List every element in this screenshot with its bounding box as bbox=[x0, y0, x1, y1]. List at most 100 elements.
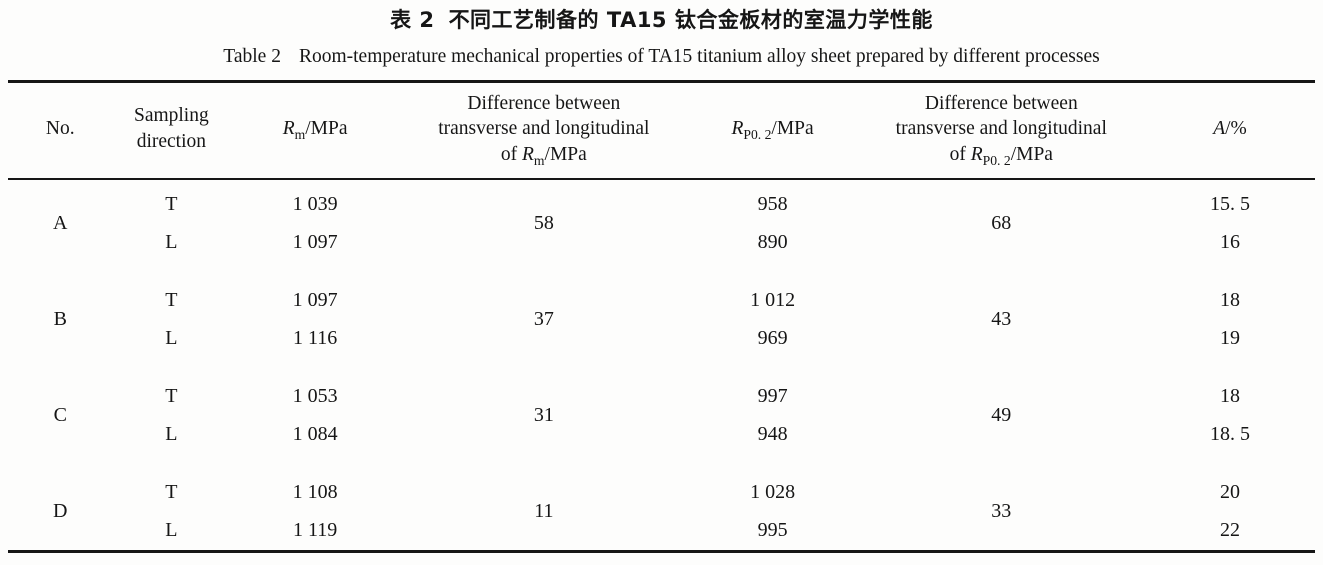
cell-diff-rm: 37 bbox=[533, 308, 554, 331]
rm-unit: /MPa bbox=[305, 118, 348, 140]
cell-rm-l: 1 116 bbox=[292, 327, 338, 350]
cell-elongation-l: 22 bbox=[1220, 519, 1241, 542]
col-header-no: No. bbox=[45, 118, 75, 140]
cell-rm-l: 1 119 bbox=[292, 519, 338, 542]
cell-no: C bbox=[53, 404, 67, 427]
header-line: Difference between bbox=[924, 92, 1078, 114]
rm-symbol: R bbox=[282, 118, 295, 140]
row-spacer bbox=[8, 454, 1315, 468]
rp02-subscript: P0. 2 bbox=[982, 152, 1011, 168]
cell-rp02-l: 995 bbox=[757, 519, 788, 542]
cell-direction-l: L bbox=[165, 231, 178, 254]
cell-rp02-l: 969 bbox=[757, 327, 788, 350]
col-header-diff-rm: Difference between transverse and longit… bbox=[400, 81, 688, 179]
table-row: A T 1 039 58 958 68 15. 5 bbox=[8, 179, 1315, 234]
cell-rm-t: 1 108 bbox=[292, 481, 338, 504]
rp02-unit: /MPa bbox=[771, 118, 814, 140]
cell-direction-t: T bbox=[165, 385, 178, 408]
header-line: transverse and longitudinal bbox=[895, 118, 1107, 140]
rp02-symbol: R bbox=[731, 118, 744, 140]
table-header: No. Sampling direction Rm/MPa Difference… bbox=[8, 81, 1315, 179]
of-label: of bbox=[500, 144, 522, 166]
cell-direction-t: T bbox=[165, 193, 178, 216]
rp02-unit: /MPa bbox=[1010, 144, 1053, 166]
cell-elongation-t: 18 bbox=[1220, 385, 1241, 408]
cell-rp02-t: 1 012 bbox=[750, 289, 796, 312]
rp02-symbol: R bbox=[970, 144, 983, 166]
cell-diff-rm: 58 bbox=[533, 212, 554, 235]
table-caption-zh: 表 2 不同工艺制备的 TA15 钛合金板材的室温力学性能 bbox=[0, 8, 1323, 33]
col-header-sampling-direction: Sampling direction bbox=[113, 81, 231, 179]
header-line: transverse and longitudinal bbox=[438, 118, 650, 140]
cell-direction-t: T bbox=[165, 481, 178, 504]
row-spacer bbox=[8, 358, 1315, 372]
spacer-cell bbox=[8, 454, 1315, 468]
cell-direction-l: L bbox=[165, 327, 178, 350]
cell-diff-rp02: 43 bbox=[991, 308, 1012, 331]
rm-subscript: m bbox=[294, 127, 306, 143]
process-group-a: A T 1 039 58 958 68 15. 5 L 1 097 890 16 bbox=[8, 179, 1315, 276]
table-caption-en-text: Room-temperature mechanical properties o… bbox=[298, 46, 1100, 68]
cell-elongation-t: 15. 5 bbox=[1210, 193, 1251, 216]
header-line: direction bbox=[136, 131, 207, 153]
table-row: D T 1 108 11 1 028 33 20 bbox=[8, 468, 1315, 522]
cell-elongation-l: 16 bbox=[1220, 231, 1241, 254]
table-caption-zh-text: 不同工艺制备的 TA15 钛合金板材的室温力学性能 bbox=[448, 8, 933, 32]
cell-elongation-l: 18. 5 bbox=[1210, 423, 1251, 446]
cell-rm-t: 1 097 bbox=[292, 289, 338, 312]
elongation-symbol: A bbox=[1213, 118, 1226, 140]
process-group-d: D T 1 108 11 1 028 33 20 L 1 119 995 22 bbox=[8, 468, 1315, 552]
rm-unit: /MPa bbox=[544, 144, 587, 166]
cell-rp02-l: 948 bbox=[757, 423, 788, 446]
cell-rp02-t: 958 bbox=[757, 193, 788, 216]
elongation-unit: /% bbox=[1225, 118, 1247, 140]
cell-direction-t: T bbox=[165, 289, 178, 312]
header-line: Sampling bbox=[133, 105, 209, 127]
cell-elongation-l: 19 bbox=[1220, 327, 1241, 350]
cell-direction-l: L bbox=[165, 423, 178, 446]
cell-rm-l: 1 084 bbox=[292, 423, 338, 446]
table-caption-en: Table 2 Room-temperature mechanical prope… bbox=[0, 45, 1323, 68]
spacer-cell bbox=[8, 358, 1315, 372]
process-group-c: C T 1 053 31 997 49 18 L 1 084 948 18. 5 bbox=[8, 372, 1315, 468]
spacer-cell bbox=[8, 262, 1315, 276]
rm-symbol: R bbox=[522, 144, 534, 166]
cell-rm-l: 1 097 bbox=[292, 231, 338, 254]
table-row: L 1 119 995 22 bbox=[8, 512, 1315, 552]
header-line: Difference between bbox=[467, 92, 621, 114]
rp02-subscript: P0. 2 bbox=[743, 127, 772, 143]
cell-rp02-t: 997 bbox=[757, 385, 788, 408]
cell-elongation-t: 18 bbox=[1220, 289, 1241, 312]
mechanical-properties-table: No. Sampling direction Rm/MPa Difference… bbox=[8, 79, 1315, 553]
cell-rm-t: 1 053 bbox=[292, 385, 338, 408]
cell-direction-l: L bbox=[165, 519, 178, 542]
table-row: L 1 084 948 18. 5 bbox=[8, 416, 1315, 454]
col-header-diff-rp02: Difference between transverse and longit… bbox=[858, 81, 1146, 179]
col-header-elongation: A/% bbox=[1145, 81, 1315, 179]
cell-diff-rm: 31 bbox=[533, 404, 554, 427]
rm-subscript: m bbox=[533, 152, 545, 168]
cell-no: A bbox=[53, 212, 68, 235]
header-row: No. Sampling direction Rm/MPa Difference… bbox=[8, 81, 1315, 179]
cell-elongation-t: 20 bbox=[1220, 481, 1241, 504]
table-row: C T 1 053 31 997 49 18 bbox=[8, 372, 1315, 426]
table-row: L 1 097 890 16 bbox=[8, 224, 1315, 262]
col-header-rm: Rm/MPa bbox=[230, 81, 400, 179]
table-row: B T 1 097 37 1 012 43 18 bbox=[8, 276, 1315, 330]
col-header-rp02: RP0. 2/MPa bbox=[688, 81, 858, 179]
cell-diff-rp02: 33 bbox=[991, 500, 1012, 523]
header-line: of Rm/MPa bbox=[400, 142, 688, 168]
table-row: L 1 116 969 19 bbox=[8, 320, 1315, 358]
header-line: of RP0. 2/MPa bbox=[858, 142, 1146, 168]
of-label: of bbox=[949, 144, 971, 166]
cell-no: B bbox=[53, 308, 67, 331]
cell-no: D bbox=[53, 500, 68, 523]
cell-diff-rp02: 49 bbox=[991, 404, 1012, 427]
table-number-en: Table 2 bbox=[223, 46, 281, 68]
table-number-zh: 表 2 bbox=[390, 8, 435, 32]
cell-rp02-t: 1 028 bbox=[750, 481, 796, 504]
cell-diff-rp02: 68 bbox=[991, 212, 1012, 235]
cell-rm-t: 1 039 bbox=[292, 193, 338, 216]
cell-diff-rm: 11 bbox=[534, 500, 554, 523]
